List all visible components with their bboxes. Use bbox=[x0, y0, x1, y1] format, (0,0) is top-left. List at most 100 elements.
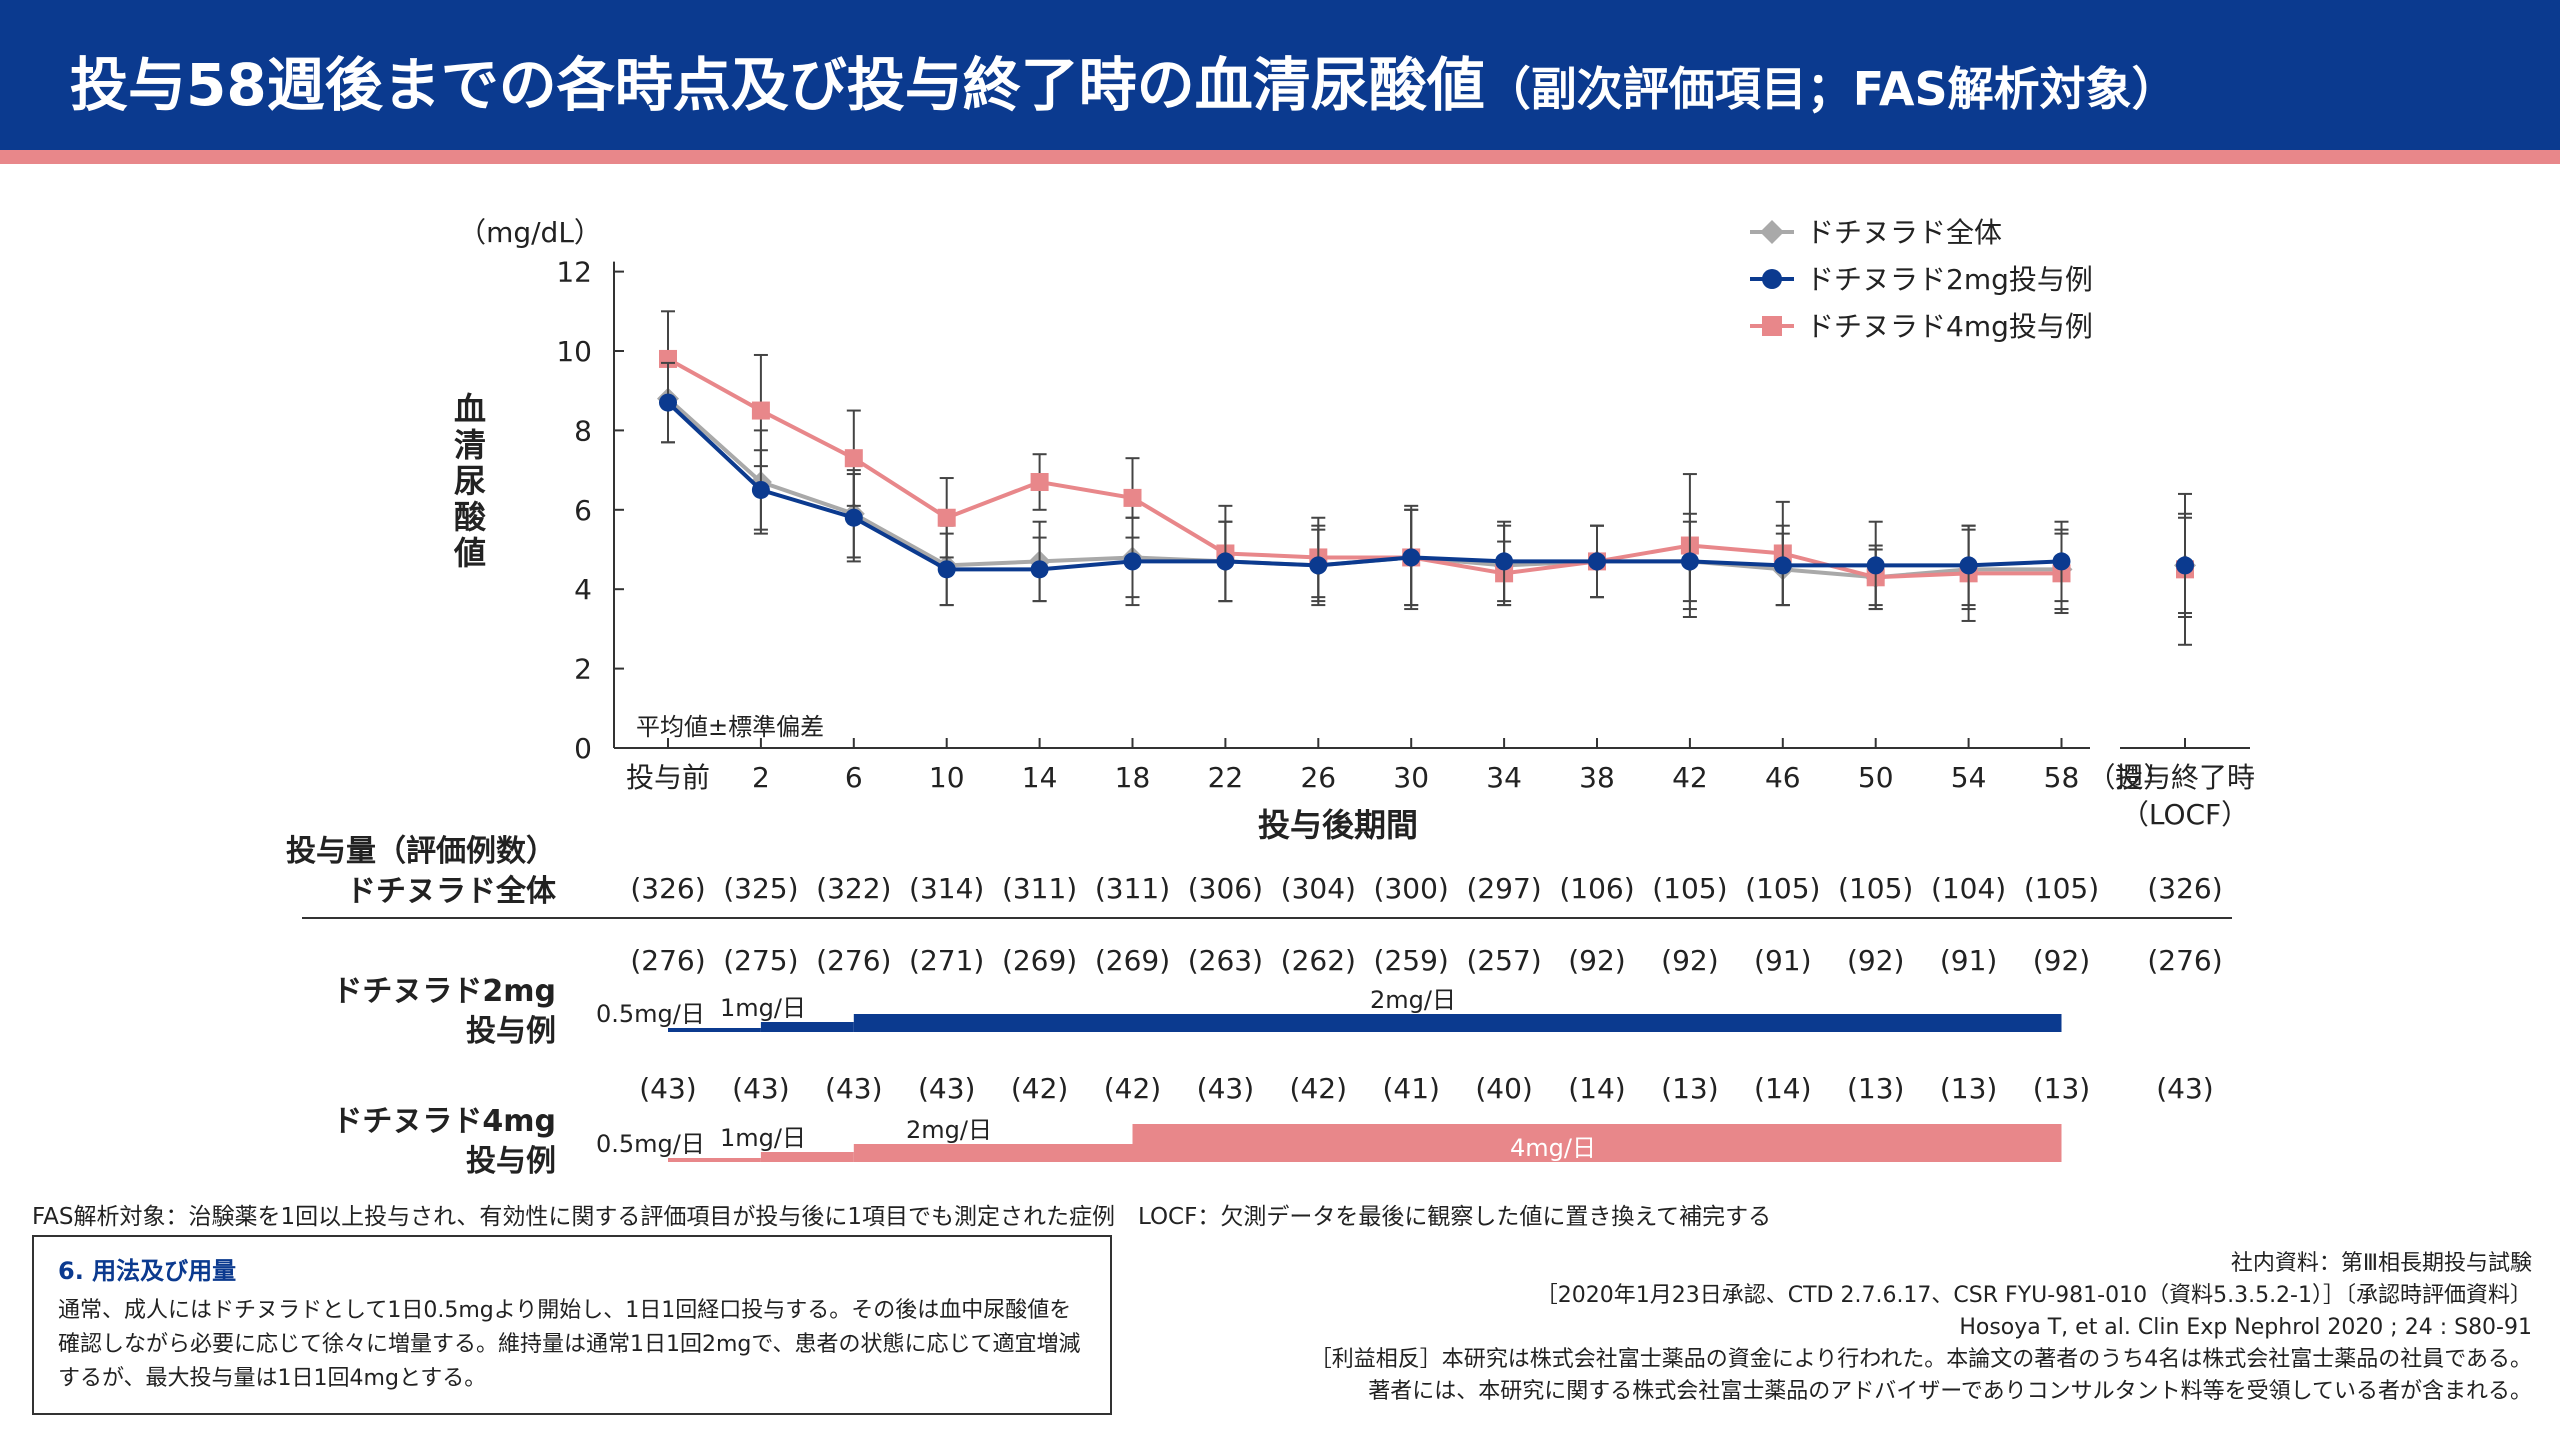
sample-size-end: (326) bbox=[2147, 872, 2222, 905]
sample-size: (304) bbox=[1281, 872, 1356, 905]
dose-4mg-step-4 bbox=[1132, 1124, 2062, 1162]
dose-4mg-step-2 bbox=[853, 1144, 1133, 1162]
sample-size: (257) bbox=[1466, 944, 1541, 977]
reference-line-1: 社内資料：第Ⅲ相長期投与試験 bbox=[2230, 1251, 2532, 1276]
x-tick-label: 18 bbox=[1115, 761, 1151, 794]
data-point bbox=[1773, 556, 1792, 575]
data-point bbox=[1680, 552, 1699, 571]
x-tick-label: 54 bbox=[1951, 761, 1987, 794]
y-tick-label: 12 bbox=[556, 256, 592, 289]
y-tick-label: 0 bbox=[574, 732, 592, 765]
y-tick-label: 8 bbox=[574, 414, 592, 447]
sample-size: (91) bbox=[1754, 944, 1811, 977]
sample-size: (263) bbox=[1188, 944, 1263, 977]
data-point bbox=[751, 401, 770, 420]
y-axis-label-char: 酸 bbox=[454, 498, 487, 536]
dose-2mg-1-label: 1mg/日 bbox=[720, 994, 806, 1022]
sample-size: (322) bbox=[816, 872, 891, 905]
sample-size: (105) bbox=[1838, 872, 1913, 905]
y-axis-label-char: 値 bbox=[453, 534, 486, 572]
row-label-4mg: ドチヌラド4mg 投与例 bbox=[276, 1102, 556, 1182]
header-banner bbox=[0, 0, 2560, 150]
dose-2mg-2-label: 2mg/日 bbox=[1370, 986, 1456, 1014]
sample-size: (92) bbox=[1847, 944, 1904, 977]
dose-4mg-4-label: 4mg/日 bbox=[1510, 1134, 1596, 1162]
reference-line-5: 著者には、本研究に関する株式会社富士薬品のアドバイザーでありコンサルタント料等を… bbox=[1368, 1379, 2532, 1404]
sample-size: (325) bbox=[723, 872, 798, 905]
fas-note: FAS解析対象：治験薬を1回以上投与され、有効性に関する評価項目が投与後に1項目… bbox=[32, 1204, 1772, 1230]
sample-size: (43) bbox=[639, 1072, 696, 1105]
reference-line-2: ［2020年1月23日承認、CTD 2.7.6.17、CSR FYU-981-0… bbox=[1535, 1283, 2532, 1308]
data-point bbox=[1402, 548, 1421, 567]
table-header-line1: 投与量（評価例数） bbox=[286, 834, 556, 869]
row-label-2mg: ドチヌラド2mg 投与例 bbox=[276, 972, 556, 1052]
sample-size-end: (43) bbox=[2156, 1072, 2213, 1105]
sample-size: (106) bbox=[1559, 872, 1634, 905]
page-title-subtitle: （副次評価項目；FAS解析対象） bbox=[1484, 62, 2178, 116]
data-point bbox=[844, 508, 863, 527]
x-tick-label: 10 bbox=[929, 761, 965, 794]
sample-size: (13) bbox=[1847, 1072, 1904, 1105]
sample-size: (42) bbox=[1011, 1072, 1068, 1105]
sample-size: (14) bbox=[1568, 1072, 1625, 1105]
x-tick-label: 38 bbox=[1579, 761, 1615, 794]
dose-4mg-step-05 bbox=[668, 1158, 761, 1162]
sample-size: (275) bbox=[723, 944, 798, 977]
sample-size: (297) bbox=[1466, 872, 1541, 905]
x-tick-label: 50 bbox=[1858, 761, 1894, 794]
sample-size: (92) bbox=[1661, 944, 1718, 977]
x-end-label: 投与終了時 bbox=[2115, 761, 2255, 794]
sample-size: (14) bbox=[1754, 1072, 1811, 1105]
sample-size: (43) bbox=[1197, 1072, 1254, 1105]
data-point bbox=[1309, 556, 1328, 575]
x-tick-label: 2 bbox=[752, 761, 770, 794]
sample-size: (311) bbox=[1095, 872, 1170, 905]
sample-size: (13) bbox=[1940, 1072, 1997, 1105]
sample-size: (42) bbox=[1104, 1072, 1161, 1105]
sample-size: (276) bbox=[630, 944, 705, 977]
series-2 bbox=[659, 361, 2194, 615]
sample-size: (104) bbox=[1931, 872, 2006, 905]
y-unit-label: （mg/dL） bbox=[458, 216, 602, 249]
data-point bbox=[2052, 552, 2071, 571]
data-point bbox=[1030, 473, 1049, 492]
sample-size: (105) bbox=[1745, 872, 1820, 905]
x-tick-label: 22 bbox=[1208, 761, 1244, 794]
usage-box: 6. 用法及び用量 通常、成人にはドチヌラドとして1日0.5mgより開始し、1日… bbox=[32, 1235, 1112, 1415]
series-line bbox=[666, 401, 2062, 572]
sample-size: (43) bbox=[825, 1072, 882, 1105]
x-axis-label: 投与後期間 bbox=[1258, 806, 1418, 844]
sample-size: (276) bbox=[816, 944, 891, 977]
references: 社内資料：第Ⅲ相長期投与試験 ［2020年1月23日承認、CTD 2.7.6.1… bbox=[1152, 1248, 2532, 1408]
sample-size: (41) bbox=[1382, 1072, 1439, 1105]
sample-size: (13) bbox=[1661, 1072, 1718, 1105]
row-label-4mg-line1: ドチヌラド4mg bbox=[332, 1104, 556, 1139]
data-point bbox=[937, 560, 956, 579]
data-point bbox=[1866, 556, 1885, 575]
x-tick-label: 26 bbox=[1300, 761, 1336, 794]
data-point bbox=[1030, 560, 1049, 579]
x-tick-label: 34 bbox=[1486, 761, 1522, 794]
legend-marker bbox=[1762, 316, 1782, 336]
legend-label: ドチヌラド全体 bbox=[1806, 216, 2002, 249]
table-header-line2: ドチヌラド全体 bbox=[346, 874, 556, 909]
x-tick-label: 58 bbox=[2044, 761, 2080, 794]
header-accent-line bbox=[0, 150, 2560, 164]
y-axis-label-char: 尿 bbox=[454, 462, 486, 500]
data-point bbox=[1123, 488, 1142, 507]
y-tick-label: 6 bbox=[574, 494, 592, 527]
reference-line-3: Hosoya T, et al. Clin Exp Nephrol 2020 ;… bbox=[1959, 1315, 2532, 1340]
x-tick-label: 46 bbox=[1765, 761, 1801, 794]
data-point bbox=[1495, 552, 1514, 571]
sample-size: (300) bbox=[1374, 872, 1449, 905]
sample-size: (262) bbox=[1281, 944, 1356, 977]
sample-size: (105) bbox=[2024, 872, 2099, 905]
series-line bbox=[666, 397, 2062, 580]
y-axis-label-char: 血 bbox=[454, 390, 486, 428]
row-label-4mg-line2: 投与例 bbox=[466, 1144, 556, 1179]
data-point bbox=[1216, 552, 1235, 571]
x-tick-label: 30 bbox=[1393, 761, 1429, 794]
sample-size: (91) bbox=[1940, 944, 1997, 977]
sample-size-end: (276) bbox=[2147, 944, 2222, 977]
